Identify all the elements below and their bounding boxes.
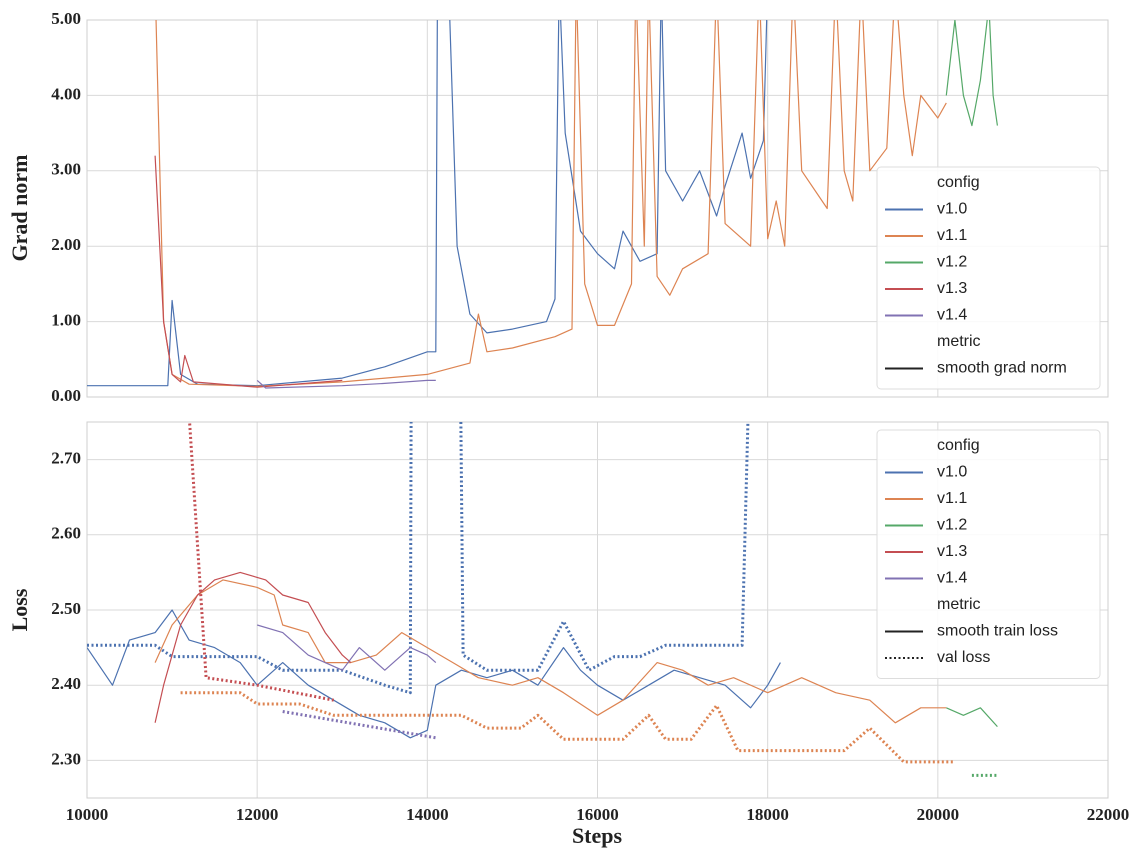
x-tick-label: 16000 <box>576 805 619 824</box>
y-tick-label: 2.60 <box>51 524 81 543</box>
x-tick-label: 20000 <box>917 805 960 824</box>
series-line <box>87 20 768 387</box>
y-tick-label: 1.00 <box>51 311 81 330</box>
series-line <box>257 624 437 671</box>
legend-label: v1.0 <box>937 464 967 481</box>
y-axis-label: Loss <box>7 588 32 631</box>
plot-area <box>87 422 998 777</box>
legend-label: v1.4 <box>937 307 967 324</box>
legend-title: metric <box>937 333 981 350</box>
y-tick-label: 0.00 <box>51 386 81 405</box>
series-line <box>945 20 998 127</box>
series-line <box>180 691 955 764</box>
series-line <box>946 707 998 728</box>
legend-box <box>876 166 1101 390</box>
y-tick-label: 2.50 <box>51 599 81 618</box>
series-line <box>154 571 352 723</box>
legend-title: metric <box>937 596 981 613</box>
legend-label: v1.3 <box>937 280 967 297</box>
y-axis-label: Grad norm <box>7 155 32 262</box>
series-line <box>154 155 343 388</box>
legend-label: v1.3 <box>937 543 967 560</box>
series-line <box>87 609 781 739</box>
legend-title: config <box>937 437 980 454</box>
y-tick-label: 2.30 <box>51 749 81 768</box>
series-line <box>87 422 750 695</box>
series-line <box>282 710 437 740</box>
x-axis-label: Steps <box>572 823 623 848</box>
series-line <box>155 20 947 387</box>
legend-label: v1.0 <box>937 201 967 218</box>
legend-label: v1.2 <box>937 517 967 534</box>
legend-label: v1.4 <box>937 570 967 587</box>
plot-frame <box>86 19 1109 398</box>
y-tick-label: 5.00 <box>51 9 81 28</box>
legend-label: v1.2 <box>937 254 967 271</box>
legend-title: config <box>937 174 980 191</box>
legend-label: val loss <box>937 649 990 666</box>
x-tick-label: 22000 <box>1087 805 1130 824</box>
legend-label: v1.1 <box>937 227 967 244</box>
x-tick-label: 14000 <box>406 805 449 824</box>
series-line <box>256 379 436 389</box>
y-tick-label: 2.00 <box>51 235 81 254</box>
plot-frame <box>86 421 1109 799</box>
legend-label: smooth grad norm <box>937 360 1067 377</box>
y-tick-label: 4.00 <box>51 84 81 103</box>
legend-label: v1.1 <box>937 490 967 507</box>
legend-label: smooth train loss <box>937 623 1058 640</box>
x-tick-label: 12000 <box>236 805 279 824</box>
series-line <box>154 579 947 724</box>
x-tick-label: 10000 <box>66 805 109 824</box>
plot-area <box>87 20 998 389</box>
series-line <box>188 422 334 702</box>
legend-box <box>876 429 1101 679</box>
x-tick-label: 18000 <box>746 805 789 824</box>
y-tick-label: 2.70 <box>51 449 81 468</box>
y-tick-label: 2.40 <box>51 674 81 693</box>
y-tick-label: 3.00 <box>51 160 81 179</box>
